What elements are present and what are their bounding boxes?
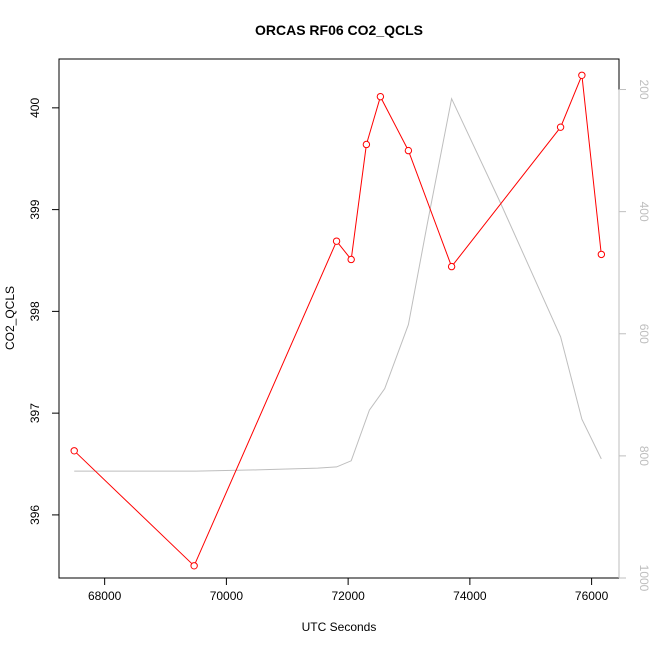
primary-series-point-10 <box>597 250 606 259</box>
primary-series-point-4 <box>362 140 371 149</box>
primary-series-point-2 <box>332 237 341 245</box>
series-layer <box>70 71 606 570</box>
y2-tick-label-600: 600 <box>637 324 650 344</box>
x-tick-label-70000: 70000 <box>210 589 244 603</box>
plot-frame <box>58 58 620 579</box>
y-tick-label-400: 400 <box>28 98 42 118</box>
y-tick-label-398: 398 <box>28 301 42 321</box>
y-tick-label-396: 396 <box>28 505 42 525</box>
y-axis: 396 397 398 399 400 <box>28 98 60 525</box>
x-tick-label-72000: 72000 <box>331 589 365 603</box>
y2-axis: 200 400 600 800 1000 <box>618 80 650 592</box>
y2-tick-label-400: 400 <box>637 202 650 222</box>
x-tick-label-76000: 76000 <box>575 589 609 603</box>
primary-series-line <box>73 75 602 567</box>
x-tick-label-68000: 68000 <box>88 589 122 603</box>
y-tick-label-397: 397 <box>28 403 42 423</box>
y-tick-label-399: 399 <box>28 199 42 219</box>
x-axis-label: UTC Seconds <box>302 620 377 634</box>
primary-series-point-9 <box>578 71 586 79</box>
primary-series-point-7 <box>447 262 456 271</box>
primary-series-point-3 <box>347 255 355 264</box>
y2-tick-label-1000: 1000 <box>637 565 650 592</box>
y-axis-label: CO2_QCLS <box>3 286 17 350</box>
x-axis: 68000 70000 72000 74000 76000 <box>88 577 609 603</box>
x-tick-label-74000: 74000 <box>453 589 487 603</box>
y2-tick-label-800: 800 <box>637 446 650 466</box>
primary-series-point-8 <box>556 123 565 131</box>
y2-tick-label-200: 200 <box>637 80 650 100</box>
primary-series-point-6 <box>404 146 413 155</box>
primary-series-point-0 <box>70 447 78 455</box>
primary-series-point-1 <box>190 562 198 570</box>
primary-series-point-5 <box>376 92 385 101</box>
secondary-series-line <box>74 97 602 472</box>
chart-title: ORCAS RF06 CO2_QCLS <box>255 22 423 38</box>
